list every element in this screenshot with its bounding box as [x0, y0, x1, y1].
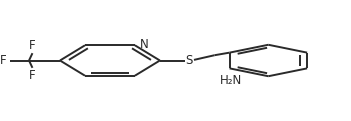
Text: F: F: [29, 69, 36, 82]
Text: F: F: [29, 39, 36, 52]
Text: F: F: [0, 54, 7, 67]
Text: S: S: [185, 54, 193, 67]
Text: H₂N: H₂N: [220, 74, 243, 87]
Text: N: N: [139, 38, 148, 51]
